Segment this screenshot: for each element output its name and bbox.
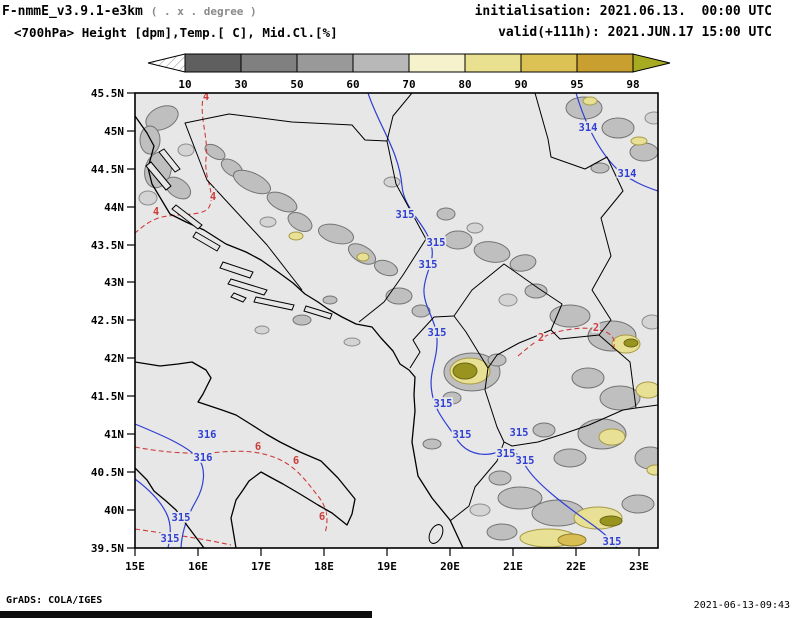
lon-tick-label: 23E xyxy=(629,560,649,573)
lat-tick-label: 42N xyxy=(104,352,124,365)
lat-tick-label: 43.5N xyxy=(91,239,124,252)
islands xyxy=(145,148,333,320)
colorbar-tick: 50 xyxy=(290,78,303,91)
cloud-shading xyxy=(138,96,658,548)
height-contour-label: 315 xyxy=(510,427,529,439)
temp-contour-label: 2 xyxy=(593,322,599,334)
temp-contour-label: 6 xyxy=(293,455,299,467)
lon-tick-label: 21E xyxy=(503,560,523,573)
colorbar-tick: 60 xyxy=(346,78,359,91)
height-contour-label: 315 xyxy=(419,259,438,271)
height-contour-label: 315 xyxy=(497,448,516,460)
height-contour-label: 315 xyxy=(516,455,535,467)
colorbar-tick: 30 xyxy=(234,78,247,91)
lat-tick-label: 45.5N xyxy=(91,87,124,100)
contour-labels: 314 314 315 315 315 315 315 315 315 315 … xyxy=(151,91,638,548)
temp-contour-label: 4 xyxy=(203,91,209,103)
model-title-line: F-nmmE_v3.9.1-e3km ( . x . degree ) xyxy=(2,4,257,19)
colorbar-tick: 70 xyxy=(402,78,415,91)
colorbar-tick: 80 xyxy=(458,78,471,91)
height-contour-label: 315 xyxy=(434,398,453,410)
temp-contour-label: 4 xyxy=(153,206,159,218)
lat-tick-label: 45N xyxy=(104,125,124,138)
model-resolution-note: ( . x . degree ) xyxy=(150,5,257,18)
lat-tick-label: 44.5N xyxy=(91,163,124,176)
colorbar-tick: 10 xyxy=(178,78,191,91)
height-contour-label: 314 xyxy=(579,122,598,134)
lon-tick-label: 18E xyxy=(314,560,334,573)
height-contours xyxy=(135,93,658,548)
height-contour-label: 315 xyxy=(603,536,622,548)
height-contour-label: 315 xyxy=(453,429,472,441)
model-title: F-nmmE_v3.9.1-e3km xyxy=(2,4,143,19)
lon-tick-label: 20E xyxy=(440,560,460,573)
height-contour-label: 315 xyxy=(396,209,415,221)
temp-contour-label: 6 xyxy=(319,511,325,523)
lat-tick-label: 41.5N xyxy=(91,390,124,403)
field-title: <700hPa> Height [dpm],Temp.[ C], Mid.Cl.… xyxy=(14,25,338,40)
lat-tick-label: 39.5N xyxy=(91,542,124,555)
grads-credit: GrADS: COLA/IGES xyxy=(6,595,103,606)
height-contour-label: 314 xyxy=(618,168,637,180)
lat-tick-label: 44N xyxy=(104,201,124,214)
temp-contour-label: 4 xyxy=(210,191,216,203)
cloud-cover-colorbar: 10 30 50 60 70 80 90 95 98 xyxy=(147,53,671,91)
height-contour-label: 316 xyxy=(194,452,213,464)
temp-contour-label: 2 xyxy=(538,332,544,344)
lon-tick-label: 19E xyxy=(377,560,397,573)
colorbar-tick: 95 xyxy=(570,78,583,91)
lat-tick-label: 40N xyxy=(104,504,124,517)
height-contour-label: 315 xyxy=(161,533,180,545)
colorbar-tick-labels: 10 30 50 60 70 80 90 95 98 xyxy=(178,78,639,91)
lon-tick-label: 16E xyxy=(188,560,208,573)
height-contour-label: 315 xyxy=(172,512,191,524)
temperature-contours xyxy=(135,93,615,546)
lat-tick-label: 40.5N xyxy=(91,466,124,479)
lon-axis: 15E 16E 17E 18E 19E 20E 21E 22E 23E xyxy=(125,548,649,573)
bottom-bar xyxy=(0,611,372,618)
lon-tick-label: 17E xyxy=(251,560,271,573)
colorbar-segments xyxy=(184,53,634,73)
colorbar-tick: 98 xyxy=(626,78,639,91)
height-contour-label: 316 xyxy=(198,429,217,441)
render-timestamp: 2021-06-13-09:43 xyxy=(693,600,790,611)
lat-tick-label: 41N xyxy=(104,428,124,441)
colorbar-right-arrow-icon xyxy=(632,53,671,73)
lat-tick-label: 43N xyxy=(104,276,124,289)
country-borders xyxy=(184,93,658,522)
height-contour-label: 315 xyxy=(427,237,446,249)
lat-axis: 45.5N 45N 44.5N 44N 43.5N 43N 42.5N 42N … xyxy=(91,87,135,555)
coastlines xyxy=(135,115,464,548)
temp-contour-label: 6 xyxy=(255,441,261,453)
lon-tick-label: 15E xyxy=(125,560,145,573)
lat-tick-label: 42.5N xyxy=(91,314,124,327)
colorbar-tick: 90 xyxy=(514,78,527,91)
lon-tick-label: 22E xyxy=(566,560,586,573)
initialisation-time: initialisation: 2021.06.13. 00:00 UTC xyxy=(474,4,772,19)
height-contour-label: 315 xyxy=(428,327,447,339)
valid-time: valid(+111h): 2021.JUN.17 15:00 UTC xyxy=(498,25,772,40)
